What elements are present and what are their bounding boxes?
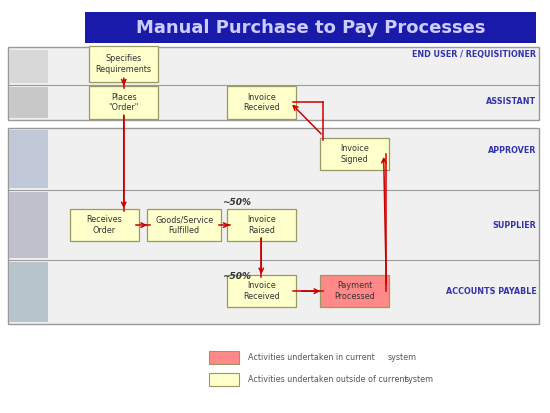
Text: Invoice
Signed: Invoice Signed xyxy=(340,145,369,164)
Text: END USER / REQUISITIONER: END USER / REQUISITIONER xyxy=(412,50,536,59)
Text: Manual Purchase to Pay Processes: Manual Purchase to Pay Processes xyxy=(136,19,486,37)
FancyBboxPatch shape xyxy=(9,192,48,258)
Text: ~50%: ~50% xyxy=(222,272,251,281)
FancyBboxPatch shape xyxy=(89,86,158,119)
FancyBboxPatch shape xyxy=(320,275,389,307)
FancyBboxPatch shape xyxy=(209,351,239,364)
FancyBboxPatch shape xyxy=(147,209,221,241)
FancyBboxPatch shape xyxy=(9,87,48,118)
FancyBboxPatch shape xyxy=(9,50,48,83)
FancyBboxPatch shape xyxy=(8,128,539,324)
FancyBboxPatch shape xyxy=(227,86,296,119)
Text: system: system xyxy=(388,353,417,362)
FancyBboxPatch shape xyxy=(89,47,158,81)
Text: Invoice
Received: Invoice Received xyxy=(243,282,279,301)
Text: APPROVER: APPROVER xyxy=(488,146,536,155)
Text: SUPPLIER: SUPPLIER xyxy=(492,221,536,230)
FancyBboxPatch shape xyxy=(9,262,48,322)
Text: Specifies
Requirements: Specifies Requirements xyxy=(96,55,152,74)
FancyBboxPatch shape xyxy=(70,209,139,241)
Text: ASSISTANT: ASSISTANT xyxy=(486,97,536,106)
FancyBboxPatch shape xyxy=(9,130,48,188)
FancyBboxPatch shape xyxy=(227,209,296,241)
FancyBboxPatch shape xyxy=(8,47,539,120)
Text: Places
"Order": Places "Order" xyxy=(108,93,139,112)
Text: ACCOUNTS PAYABLE: ACCOUNTS PAYABLE xyxy=(446,287,536,296)
FancyBboxPatch shape xyxy=(320,138,389,170)
FancyBboxPatch shape xyxy=(227,275,296,307)
Text: Receives
Order: Receives Order xyxy=(87,216,122,235)
FancyBboxPatch shape xyxy=(209,373,239,386)
FancyBboxPatch shape xyxy=(85,12,536,43)
Text: Payment
Processed: Payment Processed xyxy=(334,282,375,301)
Text: Invoice
Raised: Invoice Raised xyxy=(247,216,276,235)
Text: Activities undertaken outside of current: Activities undertaken outside of current xyxy=(248,375,407,384)
Text: Invoice
Received: Invoice Received xyxy=(243,93,279,112)
Text: Activities undertaken in current: Activities undertaken in current xyxy=(248,353,374,362)
Text: system: system xyxy=(404,375,433,384)
Text: ~50%: ~50% xyxy=(222,198,251,207)
Text: Goods/Service
Fulfilled: Goods/Service Fulfilled xyxy=(155,216,213,235)
